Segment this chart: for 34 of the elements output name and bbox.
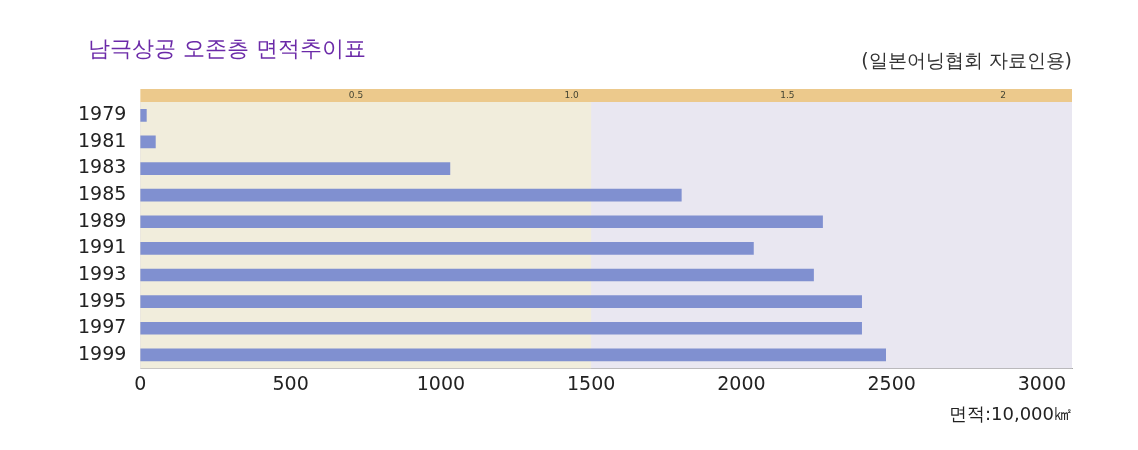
x2-tick-label: 1.5 (780, 89, 795, 100)
bar (140, 188, 682, 202)
y-tick-label: 1993 (77, 261, 127, 284)
chart-title: 남극상공 오존층 면적추이표 (88, 35, 366, 63)
x-tick-label: 1500 (566, 371, 616, 394)
bar (140, 268, 814, 282)
y-tick-label: 1979 (77, 102, 127, 125)
bar (140, 108, 147, 122)
y-tick-label: 1999 (77, 341, 127, 364)
x-tick-label: 3000 (1017, 371, 1067, 394)
y-tick-label: 1991 (77, 235, 127, 258)
bar (140, 215, 823, 229)
y-tick-label: 1983 (77, 155, 127, 178)
x-axis-title: 면적:10,000㎢ (948, 402, 1072, 426)
y-tick-label: 1997 (77, 315, 127, 338)
x2-tick-label: 2 (1000, 89, 1006, 100)
x-tick-label: 500 (272, 371, 309, 394)
bar (140, 295, 862, 308)
y-tick-label: 1985 (77, 182, 127, 205)
bar (140, 162, 451, 175)
text: (일본어닝협회 자료인용) (861, 48, 1072, 73)
y-tick-label: 1995 (77, 288, 127, 311)
x-tick-label: 1000 (416, 371, 466, 394)
x-tick-label: 0 (134, 371, 147, 394)
bar (140, 321, 862, 335)
x-tick-label: 2000 (717, 371, 766, 394)
bar (140, 135, 156, 149)
x2-tick-label: 0.5 (348, 89, 364, 100)
y-tick-label: 1989 (77, 208, 127, 231)
bar (140, 242, 754, 255)
x-tick-label: 2500 (867, 371, 916, 394)
bar (140, 348, 886, 362)
y-tick-label: 1981 (77, 128, 127, 151)
x2-tick-label: 1.0 (564, 89, 580, 100)
